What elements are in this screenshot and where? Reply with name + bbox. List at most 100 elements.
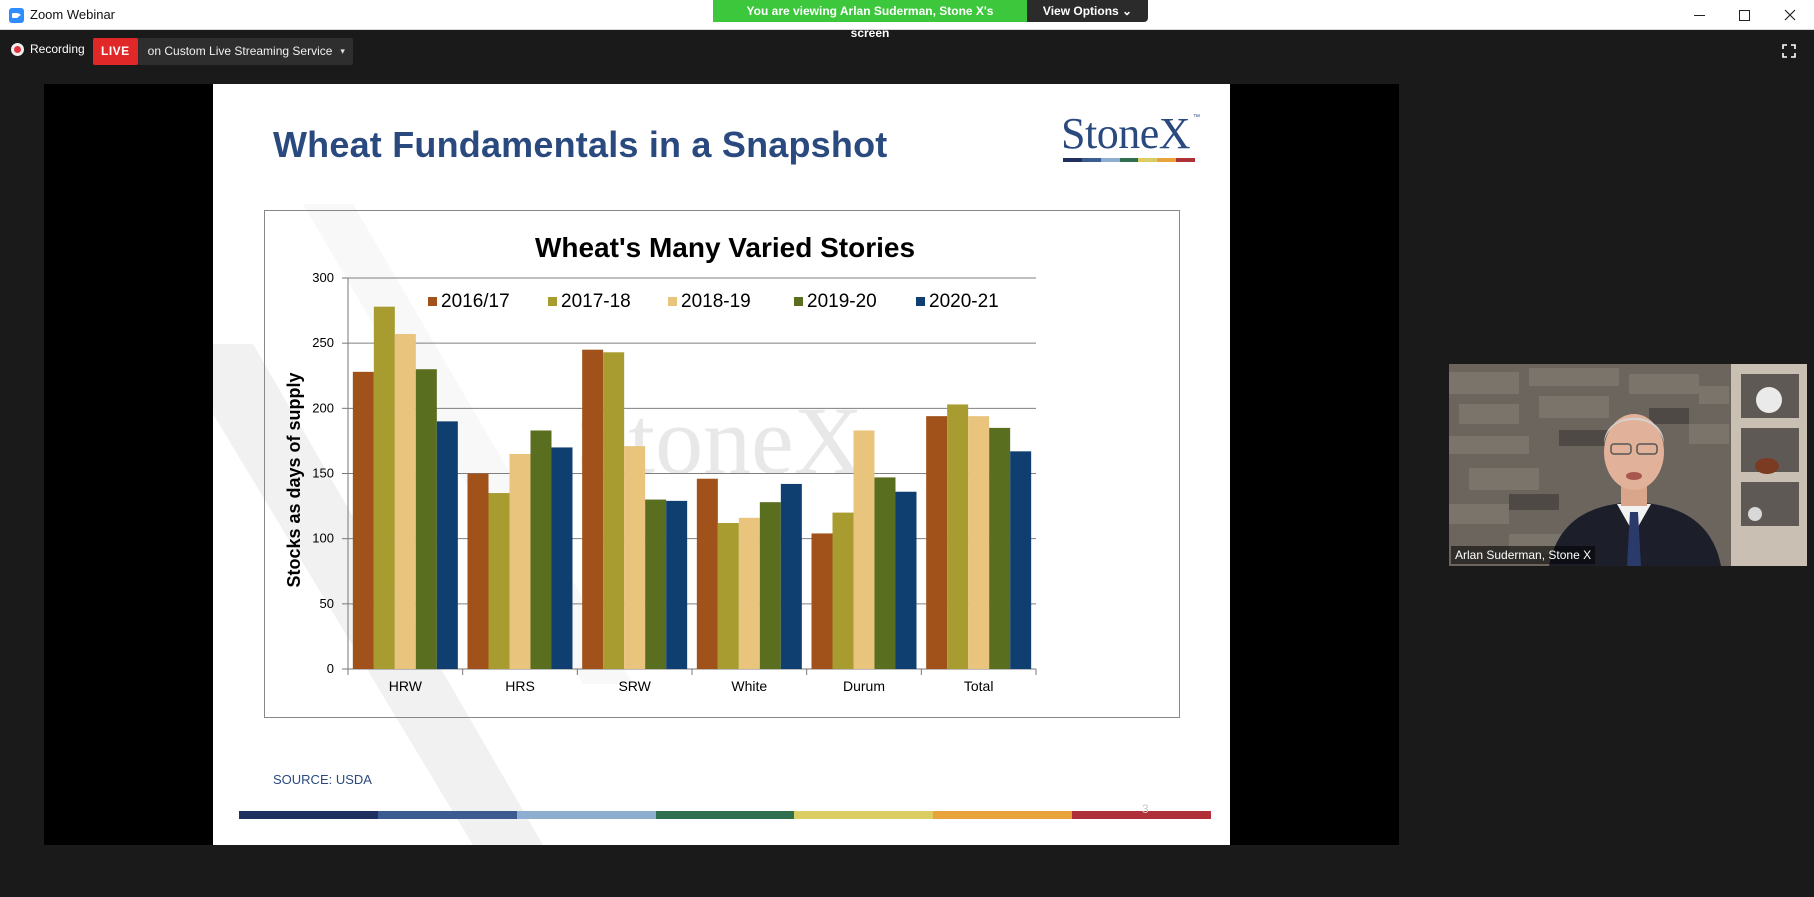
logo-wordmark: StoneX xyxy=(1061,109,1191,158)
chart-title: Wheat's Many Varied Stories xyxy=(535,232,915,263)
bar xyxy=(811,533,833,669)
participant-name-label: Arlan Suderman, Stone X xyxy=(1451,546,1596,564)
maximize-icon xyxy=(1738,9,1750,21)
minimize-icon xyxy=(1693,14,1705,16)
legend-label: 2016/17 xyxy=(441,291,510,312)
x-tick-label: Total xyxy=(964,678,994,694)
brand-color-segment xyxy=(1100,158,1120,162)
live-streaming-control[interactable]: LIVE on Custom Live Streaming Service ▾ xyxy=(93,38,353,65)
bar xyxy=(874,477,896,669)
legend-swatch xyxy=(794,297,803,306)
x-tick-label: Durum xyxy=(843,678,885,694)
y-tick-label: 0 xyxy=(327,661,334,676)
recording-label: Recording xyxy=(30,42,85,56)
x-tick-label: White xyxy=(731,678,767,694)
legend-label: 2017-18 xyxy=(561,291,631,312)
legend-swatch xyxy=(548,297,557,306)
slide-page-number: 3 xyxy=(1142,802,1149,816)
window-title: Zoom Webinar xyxy=(30,7,116,22)
brand-color-segment xyxy=(1176,158,1196,162)
chevron-down-icon[interactable]: ▾ xyxy=(340,46,345,56)
legend-swatch xyxy=(428,297,437,306)
bar xyxy=(780,483,802,669)
bar xyxy=(1010,451,1032,669)
zoom-app-icon xyxy=(9,8,24,23)
y-tick-label: 150 xyxy=(312,466,334,481)
y-tick-label: 300 xyxy=(312,270,334,285)
close-button[interactable] xyxy=(1767,0,1813,30)
bar xyxy=(832,512,854,669)
screen-share-banner: You are viewing Arlan Suderman, Stone X'… xyxy=(713,0,1148,40)
brand-color-segment xyxy=(1081,158,1101,162)
logo-color-bar xyxy=(1063,158,1196,162)
brand-color-segment xyxy=(1063,158,1082,162)
bar xyxy=(738,517,760,669)
bar xyxy=(436,421,458,669)
bar xyxy=(926,416,948,669)
bar xyxy=(645,499,667,669)
bar xyxy=(415,369,437,669)
viewing-screen-text: You are viewing Arlan Suderman, Stone X'… xyxy=(713,0,1027,40)
view-options-button[interactable]: View Options ⌄ xyxy=(1027,0,1148,22)
presentation-slide: Wheat Fundamentals in a Snapshot StoneX … xyxy=(213,84,1230,845)
chart-frame: StoneX Wheat's Many Varied Stories Stock… xyxy=(264,210,1180,718)
bar xyxy=(968,416,990,669)
bar xyxy=(352,371,374,669)
brand-color-segment xyxy=(1138,158,1158,162)
bar xyxy=(582,349,604,669)
maximize-button[interactable] xyxy=(1721,0,1767,30)
video-feed-image xyxy=(1449,364,1807,566)
legend-label: 2018-19 xyxy=(681,291,751,312)
brand-color-segment xyxy=(377,811,517,819)
legend-label: 2019-20 xyxy=(807,291,877,312)
minimize-button[interactable] xyxy=(1676,0,1722,30)
bar xyxy=(895,491,917,669)
brand-color-segment xyxy=(794,811,934,819)
brand-color-segment xyxy=(1157,158,1177,162)
bar xyxy=(696,478,718,669)
y-axis-label: Stocks as days of supply xyxy=(284,372,304,587)
bar xyxy=(530,430,552,669)
recording-indicator[interactable]: Recording xyxy=(11,42,85,56)
brand-color-segment xyxy=(239,811,378,819)
footer-color-bar xyxy=(239,811,1212,819)
legend-swatch xyxy=(916,297,925,306)
legend-swatch xyxy=(668,297,677,306)
brand-color-segment xyxy=(1072,811,1212,819)
fullscreen-icon[interactable] xyxy=(1782,44,1796,58)
basketball-decor xyxy=(1756,387,1782,413)
live-service-label: on Custom Live Streaming Service xyxy=(147,44,333,58)
bar xyxy=(394,334,416,669)
live-badge: LIVE xyxy=(93,38,138,65)
bar xyxy=(624,446,646,669)
recording-icon xyxy=(11,42,24,56)
y-tick-label: 100 xyxy=(312,531,334,546)
bar xyxy=(603,352,625,669)
source-note: SOURCE: USDA xyxy=(273,772,372,787)
y-tick-label: 200 xyxy=(312,400,334,415)
bar xyxy=(717,523,739,669)
bar xyxy=(989,427,1011,669)
legend-label: 2020-21 xyxy=(929,291,999,312)
bar-chart: StoneX Wheat's Many Varied Stories Stock… xyxy=(284,232,1037,694)
bar xyxy=(488,493,510,669)
bar xyxy=(666,500,688,669)
y-tick-label: 50 xyxy=(320,596,334,611)
brand-color-segment xyxy=(516,811,656,819)
bar xyxy=(759,502,781,669)
bar xyxy=(947,404,969,669)
x-tick-label: HRW xyxy=(389,678,423,694)
bar xyxy=(467,473,489,669)
stonex-logo: StoneX ™ xyxy=(1061,108,1200,168)
brand-color-segment xyxy=(933,811,1073,819)
x-tick-label: HRS xyxy=(505,678,535,694)
logo-trademark: ™ xyxy=(1193,114,1200,121)
slide-title: Wheat Fundamentals in a Snapshot xyxy=(273,124,888,165)
brand-color-segment xyxy=(655,811,795,819)
brand-color-segment xyxy=(1119,158,1139,162)
bar xyxy=(509,453,531,669)
x-tick-label: SRW xyxy=(618,678,651,694)
y-tick-label: 250 xyxy=(312,335,334,350)
participant-video[interactable]: Arlan Suderman, Stone X xyxy=(1449,364,1807,566)
bar xyxy=(551,447,573,669)
